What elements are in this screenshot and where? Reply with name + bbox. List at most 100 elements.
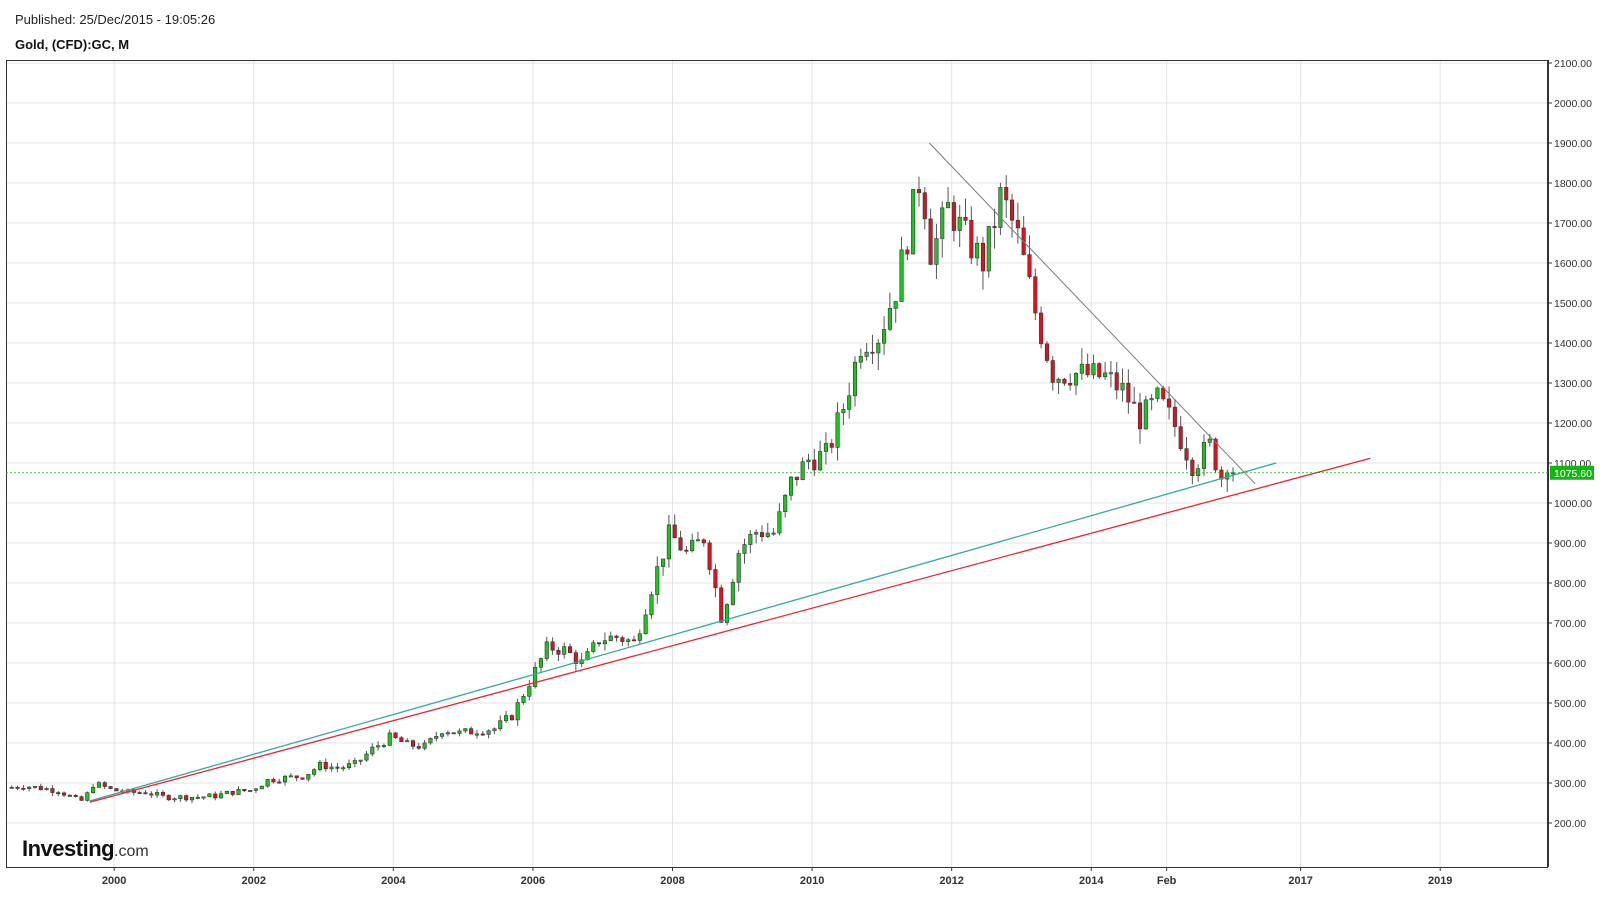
investing-logo: Investing .com bbox=[22, 836, 149, 861]
candle-up bbox=[882, 329, 887, 344]
candle-down bbox=[963, 216, 968, 221]
candle-down bbox=[794, 476, 799, 481]
current-price-label: 1075.60 bbox=[1554, 468, 1592, 480]
candle-up bbox=[259, 785, 264, 790]
candle-up bbox=[806, 459, 811, 463]
candle-up bbox=[800, 461, 805, 481]
candle-up bbox=[695, 539, 701, 542]
candle-down bbox=[1190, 459, 1195, 477]
symbol-title: Gold, (CFD):GC, M bbox=[15, 37, 130, 52]
candle-down bbox=[114, 788, 119, 792]
candle-down bbox=[1126, 382, 1131, 403]
candle-up bbox=[602, 640, 607, 645]
candle-up bbox=[515, 702, 520, 721]
candle-down bbox=[951, 202, 956, 231]
candle-down bbox=[1009, 199, 1015, 221]
y-tick-label: 1900.00 bbox=[1554, 138, 1592, 150]
candle-down bbox=[393, 732, 398, 739]
x-tick-label: 2006 bbox=[521, 875, 545, 887]
x-tick-label: Feb bbox=[1157, 875, 1177, 887]
candle-up bbox=[9, 786, 14, 789]
candle-up bbox=[742, 544, 747, 554]
candle-up bbox=[986, 226, 991, 272]
candle-up bbox=[527, 686, 532, 697]
candle-down bbox=[79, 796, 84, 801]
y-tick-label: 200.00 bbox=[1554, 818, 1586, 830]
candle-up bbox=[649, 594, 654, 616]
candle-down bbox=[719, 587, 724, 623]
candle-down bbox=[992, 226, 997, 228]
candle-up bbox=[445, 732, 450, 735]
candle-down bbox=[1085, 363, 1090, 376]
candle-down bbox=[102, 782, 107, 787]
published-timestamp: Published: 25/Dec/2015 - 19:05:26 bbox=[15, 12, 215, 27]
candle-down bbox=[1068, 383, 1073, 386]
candle-up bbox=[608, 635, 613, 641]
candle-up bbox=[637, 633, 642, 641]
logo-suffix: .com bbox=[114, 843, 149, 860]
candle-up bbox=[852, 361, 858, 397]
candle-down bbox=[1137, 402, 1143, 430]
chart-frame bbox=[6, 60, 1548, 868]
candle-up bbox=[911, 189, 916, 255]
candle-down bbox=[620, 637, 625, 642]
candle-down bbox=[230, 790, 235, 795]
candle-up bbox=[288, 775, 293, 778]
candle-up bbox=[643, 614, 648, 635]
candle-down bbox=[323, 762, 328, 770]
candle-up bbox=[1196, 468, 1201, 477]
y-tick-label: 800.00 bbox=[1554, 578, 1586, 590]
x-tick-label: 2010 bbox=[800, 875, 824, 887]
candle-down bbox=[38, 785, 43, 791]
candle-up bbox=[1103, 372, 1108, 378]
candle-down bbox=[300, 777, 305, 780]
y-tick-label: 1400.00 bbox=[1554, 338, 1592, 350]
candle-up bbox=[486, 730, 491, 735]
candle-down bbox=[50, 788, 55, 793]
x-tick-label: 2012 bbox=[939, 875, 963, 887]
y-tick-label: 1700.00 bbox=[1554, 218, 1592, 230]
candle-up bbox=[777, 511, 782, 534]
candle-up bbox=[725, 604, 730, 623]
candle-up bbox=[96, 782, 101, 788]
candle-up bbox=[1201, 442, 1207, 469]
candle-up bbox=[253, 788, 259, 791]
candle-down bbox=[294, 775, 299, 779]
candle-up bbox=[1143, 399, 1148, 430]
candle-down bbox=[812, 459, 817, 471]
y-tick-label: 900.00 bbox=[1554, 538, 1586, 550]
candle-down bbox=[1114, 372, 1119, 391]
candle-down bbox=[271, 779, 276, 783]
candle-down bbox=[469, 728, 474, 735]
current-price-marker: 1075.60 bbox=[6, 465, 1594, 480]
x-tick-label: 2019 bbox=[1428, 875, 1452, 887]
candle-down bbox=[969, 219, 974, 259]
candle-up bbox=[591, 642, 596, 652]
candle-up bbox=[236, 788, 241, 795]
candle-down bbox=[1097, 363, 1102, 378]
candle-up bbox=[835, 412, 840, 448]
candle-up bbox=[44, 788, 49, 791]
candle-up bbox=[172, 798, 177, 801]
candle-up bbox=[887, 308, 892, 330]
y-tick-label: 400.00 bbox=[1554, 738, 1586, 750]
candle-up bbox=[998, 187, 1003, 228]
candle-down bbox=[556, 649, 561, 655]
candle-up bbox=[195, 796, 200, 799]
candle-up bbox=[771, 532, 776, 535]
candle-up bbox=[946, 202, 951, 209]
candle-up bbox=[690, 539, 695, 552]
y-tick-label: 1300.00 bbox=[1554, 378, 1592, 390]
candle-up bbox=[224, 790, 229, 794]
candle-down bbox=[672, 524, 677, 539]
candle-up bbox=[975, 242, 980, 259]
candle-up bbox=[434, 736, 439, 739]
candle-up bbox=[219, 793, 224, 799]
candle-down bbox=[1033, 276, 1038, 314]
candle-up bbox=[1073, 372, 1079, 386]
x-tick-label: 2014 bbox=[1079, 875, 1104, 887]
candle-up bbox=[1108, 372, 1113, 375]
candle-down bbox=[759, 532, 764, 537]
y-tick-label: 1500.00 bbox=[1554, 298, 1592, 310]
